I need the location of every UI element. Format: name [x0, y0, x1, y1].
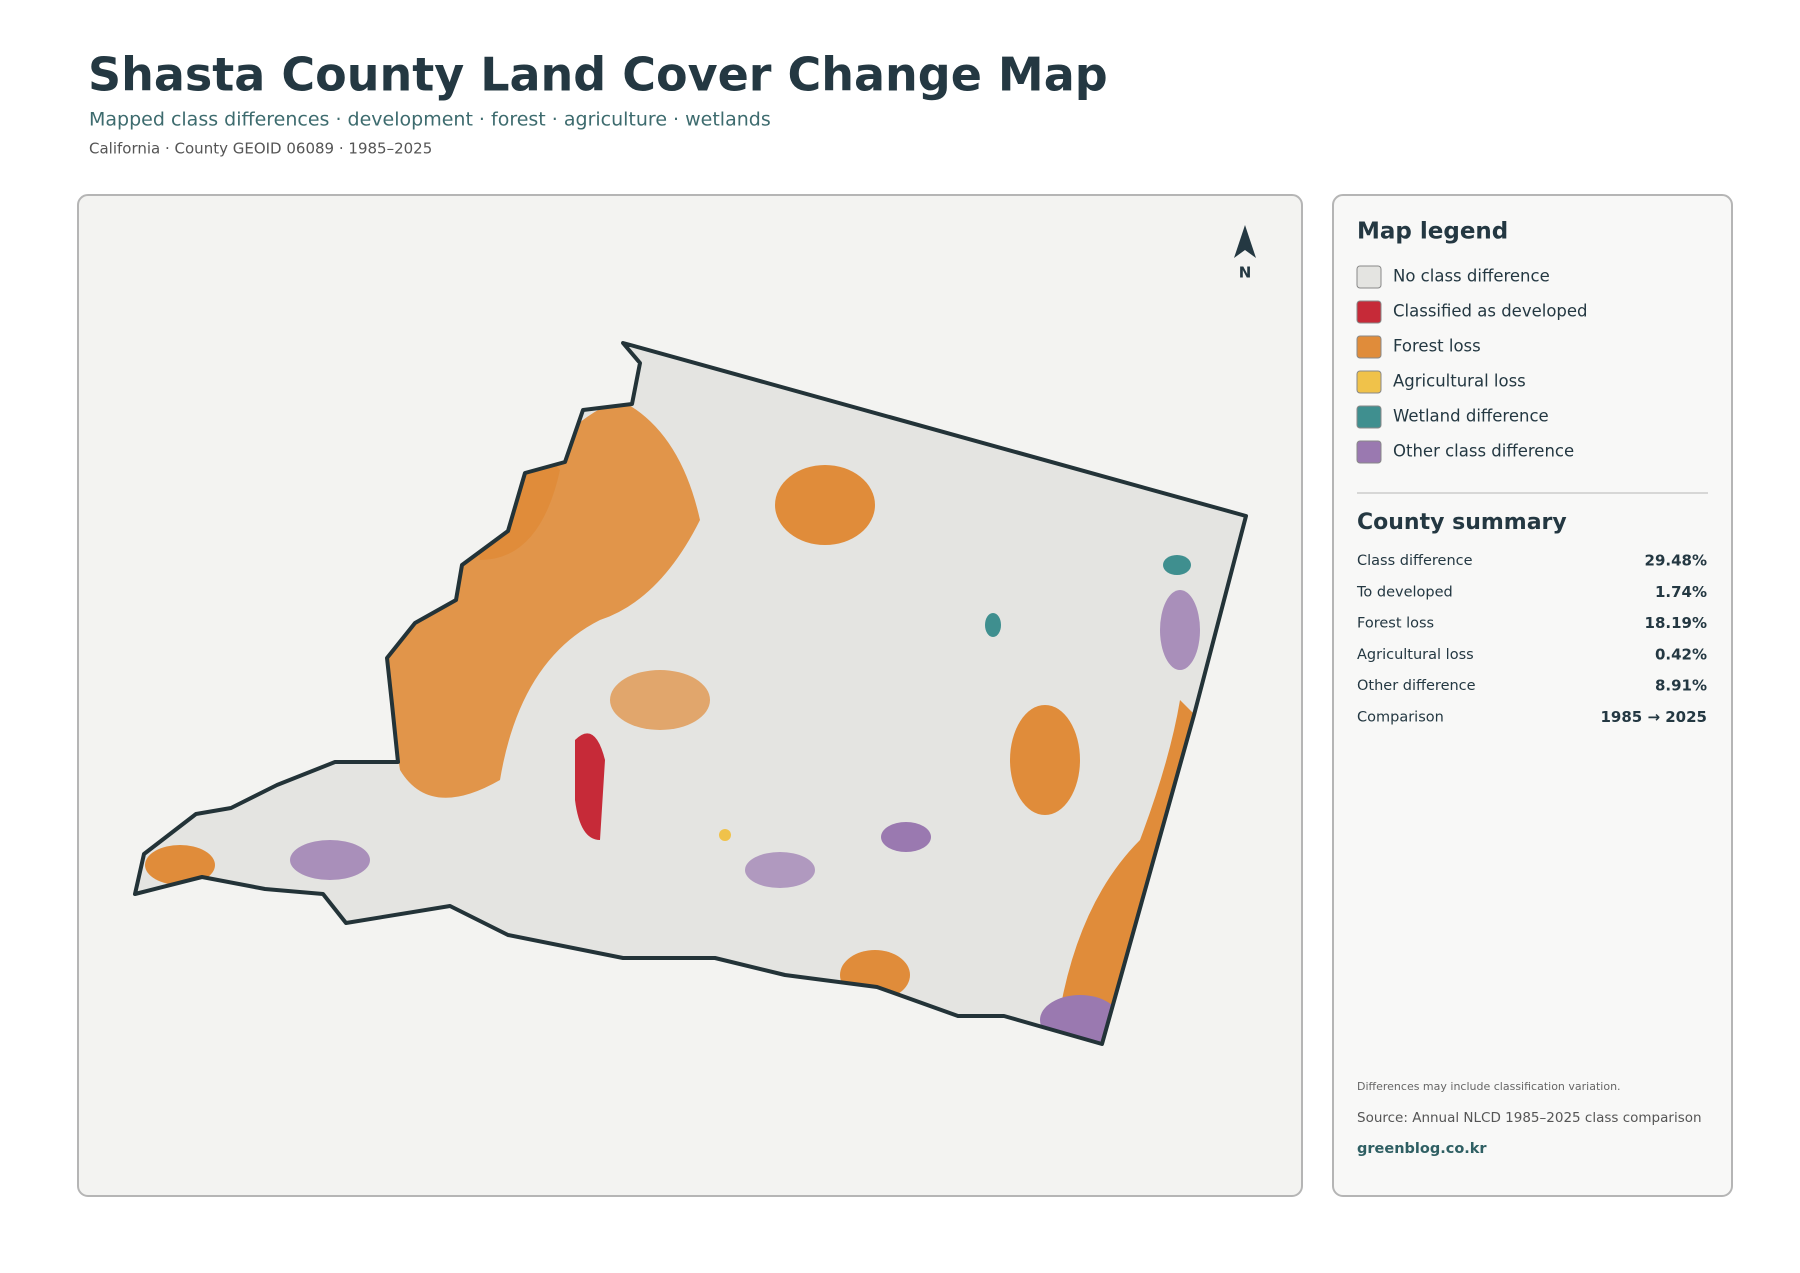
legend-items: No class difference Classified as develop…: [1356, 265, 1588, 464]
area: [881, 822, 931, 852]
site: greenblog.co.kr: [1357, 1141, 1487, 1157]
area: [745, 852, 815, 888]
legend-label: Other class difference: [1393, 442, 1574, 461]
north-arrow: [1234, 225, 1256, 258]
county-outline: [133, 341, 1248, 1046]
area: [575, 733, 605, 840]
legend-label: Classified as developed: [1393, 302, 1588, 321]
area: [1060, 700, 1200, 1040]
summary-label: Agricultural loss: [1357, 647, 1474, 663]
legend-panel: [1332, 194, 1733, 1197]
area: [290, 840, 370, 880]
legend-swatch: [1356, 300, 1382, 324]
title: Shasta County Land Cover Change Map: [88, 48, 1108, 102]
area: [380, 400, 700, 798]
summary-label: To developed: [1356, 584, 1453, 600]
legend-label: Forest loss: [1393, 337, 1481, 356]
area: [1160, 590, 1200, 670]
subtitle: Mapped class differences · development ·…: [89, 109, 771, 131]
legend-swatch: [1356, 335, 1382, 359]
summary-label: Other difference: [1357, 678, 1476, 694]
summary-value: 1985 → 2025: [1600, 708, 1707, 726]
area: [719, 829, 731, 841]
area: [1163, 555, 1191, 575]
summary-value: 29.48%: [1645, 552, 1707, 570]
summary-title: County summary: [1357, 510, 1567, 535]
meta: California · County GEOID 06089 · 1985–2…: [89, 140, 432, 158]
legend-swatch: [1356, 405, 1382, 429]
summary-rows: Class difference 29.48% To developed 1.74% F…: [1356, 552, 1707, 727]
summary-value: 1.74%: [1655, 583, 1707, 601]
legend-label: Wetland difference: [1393, 407, 1549, 426]
summary-label: Class difference: [1357, 553, 1473, 569]
note: Differences may include classification v…: [1357, 1080, 1621, 1093]
area: [145, 845, 215, 885]
legend-swatch: [1356, 440, 1382, 464]
area: [775, 465, 875, 545]
summary-value: 8.91%: [1655, 677, 1707, 695]
area: [1010, 705, 1080, 815]
summary-label: Comparison: [1357, 710, 1444, 726]
legend-title: Map legend: [1357, 219, 1508, 245]
summary-value: 18.19%: [1645, 614, 1707, 632]
area: [610, 670, 710, 730]
legend-label: Agricultural loss: [1393, 372, 1526, 391]
area: [985, 613, 1001, 637]
source: Source: Annual NLCD 1985–2025 class comp…: [1357, 1110, 1702, 1126]
summary-value: 0.42%: [1655, 645, 1707, 663]
summary-label: Forest loss: [1357, 616, 1434, 632]
legend-label: No class difference: [1393, 267, 1550, 286]
legend-swatch: [1356, 370, 1382, 394]
legend-swatch: [1356, 265, 1382, 289]
north-label: N: [1239, 264, 1252, 282]
